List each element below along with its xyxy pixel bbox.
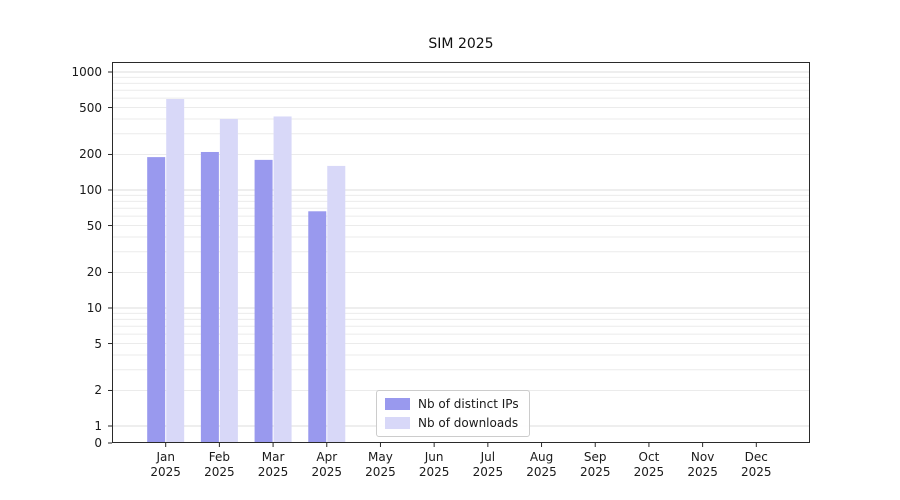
bar-nb-of-downloads-feb-2025 — [219, 118, 238, 444]
legend-label-distinct-ips: Nb of distinct IPs — [418, 397, 519, 411]
x-tick-label-aug-2025: Aug 2025 — [526, 450, 557, 479]
legend: Nb of distinct IPs Nb of downloads — [376, 390, 530, 437]
y-tick-label-200: 200 — [79, 147, 102, 162]
y-tick-label-100: 100 — [79, 183, 102, 197]
bar-nb-of-distinct-ips-jan-2025 — [147, 157, 166, 443]
legend-swatch-downloads — [385, 417, 410, 429]
y-tick-label-1: 1 — [94, 419, 102, 433]
y-tick-label-500: 500 — [79, 100, 102, 115]
x-tick-label-jul-2025: Jul 2025 — [472, 450, 504, 479]
y-tick-label-1000: 1000 — [71, 65, 102, 79]
plot-area: Nb of distinct IPs Nb of downloads — [108, 62, 810, 447]
plot-svg — [108, 62, 810, 447]
x-tick-label-mar-2025: Mar 2025 — [257, 450, 289, 479]
x-tick-label-sep-2025: Sep 2025 — [579, 450, 611, 479]
x-tick-label-oct-2025: Oct 2025 — [633, 450, 665, 479]
bar-nb-of-distinct-ips-apr-2025 — [308, 211, 327, 443]
bar-nb-of-downloads-jan-2025 — [166, 99, 185, 443]
x-tick-label-dec-2025: Dec 2025 — [741, 450, 772, 479]
x-tick-label-jun-2025: Jun 2025 — [418, 450, 450, 479]
x-tick-label-apr-2025: Apr 2025 — [311, 450, 343, 479]
y-tick-label-2: 2 — [94, 383, 102, 398]
x-tick-label-nov-2025: Nov 2025 — [687, 450, 718, 479]
bar-nb-of-distinct-ips-feb-2025 — [200, 151, 219, 443]
legend-item-distinct-ips: Nb of distinct IPs — [385, 397, 519, 411]
x-tick-label-jan-2025: Jan 2025 — [150, 450, 181, 479]
plot-border — [112, 62, 810, 443]
y-tick-label-0: 0 — [94, 436, 102, 450]
bar-nb-of-distinct-ips-mar-2025 — [254, 159, 273, 443]
y-tick-label-5: 5 — [94, 336, 102, 351]
bar-nb-of-downloads-apr-2025 — [327, 165, 346, 443]
y-tick-label-20: 20 — [86, 265, 102, 280]
legend-swatch-distinct-ips — [385, 398, 410, 410]
chart-title: SIM 2025 — [428, 36, 494, 52]
legend-label-downloads: Nb of downloads — [418, 416, 519, 430]
x-tick-label-may-2025: May 2025 — [365, 450, 396, 479]
legend-item-downloads: Nb of downloads — [385, 416, 519, 430]
x-tick-label-feb-2025: Feb 2025 — [204, 450, 235, 479]
y-tick-label-10: 10 — [86, 301, 102, 315]
y-tick-label-50: 50 — [86, 218, 102, 233]
bar-nb-of-downloads-mar-2025 — [273, 116, 292, 443]
